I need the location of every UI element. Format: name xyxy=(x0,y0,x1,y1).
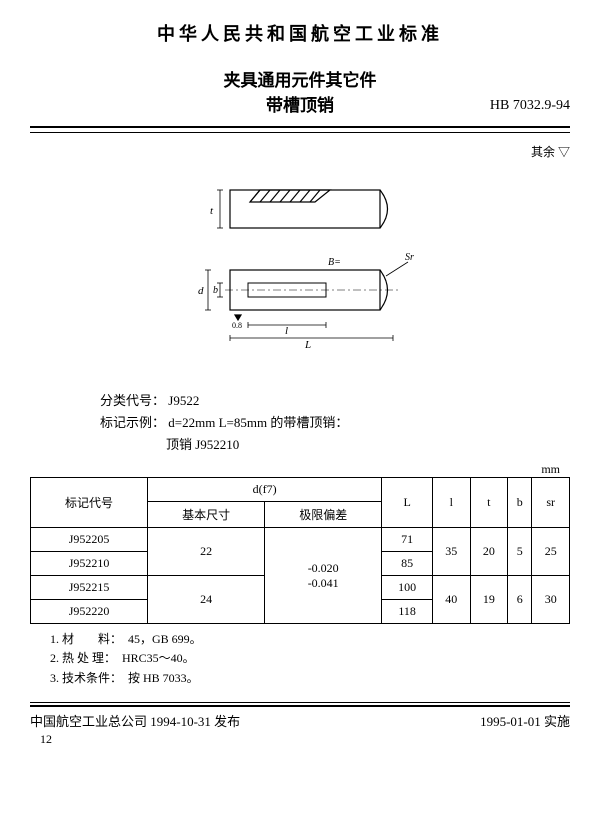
label-t: t xyxy=(210,205,214,217)
cell-d: 22 xyxy=(148,528,265,576)
sub-title-1: 夹具通用元件其它件 xyxy=(30,66,570,91)
cell-code: J952210 xyxy=(31,552,148,576)
divider-thin-2 xyxy=(30,702,570,703)
sub-title-block: 夹具通用元件其它件 带槽顶销 HB 7032.9-94 xyxy=(30,66,570,116)
label-d: d xyxy=(198,285,204,297)
label-B: B= xyxy=(328,257,341,268)
table-header-row-1: 标记代号 d(f7) L l t b sr xyxy=(31,478,570,502)
footer-left: 中国航空工业总公司 1994-10-31 发布 xyxy=(30,711,240,730)
footer-right: 1995-01-01 实施 xyxy=(480,711,570,730)
label-sr: Sr xyxy=(405,252,414,263)
cell-t: 20 xyxy=(470,528,508,576)
example-value: d=22mm L=85mm 的带槽顶销： xyxy=(168,415,348,430)
class-value: J9522 xyxy=(168,393,199,408)
th-basic: 基本尺寸 xyxy=(148,502,265,528)
example-label: 标记示例： xyxy=(100,415,165,430)
label-tol: 0.8 xyxy=(232,321,242,330)
th-tolerance: 极限偏差 xyxy=(265,502,382,528)
cell-L: 85 xyxy=(382,552,433,576)
cell-code: J952205 xyxy=(31,528,148,552)
cell-d: 24 xyxy=(148,576,265,624)
cell-t: 19 xyxy=(470,576,508,624)
cell-L: 100 xyxy=(382,576,433,600)
cell-sr: 30 xyxy=(532,576,570,624)
cell-L: 118 xyxy=(382,600,433,624)
label-L-cap: L xyxy=(304,339,311,351)
th-t: t xyxy=(470,478,508,528)
cell-L: 71 xyxy=(382,528,433,552)
cell-b: 5 xyxy=(508,528,532,576)
note-2: 2. 热 处 理： HRC35～40。 xyxy=(50,649,570,668)
page-number: 12 xyxy=(40,732,570,747)
technical-diagram: t d b l L B= Sr 0.8 xyxy=(150,170,450,370)
info-block: 分类代号： J9522 标记示例： d=22mm L=85mm 的带槽顶销： 顶… xyxy=(100,390,570,456)
th-b: b xyxy=(508,478,532,528)
notes-block: 1. 材 料： 45，GB 699。 2. 热 处 理： HRC35～40。 3… xyxy=(50,630,570,688)
example-2: 顶销 J952210 xyxy=(166,437,239,452)
footer: 中国航空工业总公司 1994-10-31 发布 1995-01-01 实施 xyxy=(30,711,570,730)
th-l: l xyxy=(433,478,471,528)
cell-code: J952220 xyxy=(31,600,148,624)
cell-sr: 25 xyxy=(532,528,570,576)
th-markcode: 标记代号 xyxy=(31,478,148,528)
cell-b: 6 xyxy=(508,576,532,624)
note-1: 1. 材 料： 45，GB 699。 xyxy=(50,630,570,649)
cell-l: 35 xyxy=(433,528,471,576)
unit-label: mm xyxy=(30,462,560,477)
table-row: J952205 22 -0.020 -0.041 71 35 20 5 25 xyxy=(31,528,570,552)
label-l: l xyxy=(285,325,288,337)
divider-thin xyxy=(30,132,570,133)
data-table: 标记代号 d(f7) L l t b sr 基本尺寸 极限偏差 J952205 … xyxy=(30,477,570,624)
cell-l: 40 xyxy=(433,576,471,624)
divider-thick-2 xyxy=(30,705,570,707)
th-sr: sr xyxy=(532,478,570,528)
th-L: L xyxy=(382,478,433,528)
cell-tol: -0.020 -0.041 xyxy=(265,528,382,624)
divider-thick xyxy=(30,126,570,128)
note-3: 3. 技术条件： 按 HB 7033。 xyxy=(50,669,570,688)
class-label: 分类代号： xyxy=(100,393,165,408)
label-b: b xyxy=(213,285,218,296)
th-df7: d(f7) xyxy=(148,478,382,502)
cell-code: J952215 xyxy=(31,576,148,600)
page-header-title: 中华人民共和国航空工业标准 xyxy=(30,20,570,46)
standard-code: HB 7032.9-94 xyxy=(490,98,570,114)
annotation-right: 其余 ▽ xyxy=(30,143,570,160)
